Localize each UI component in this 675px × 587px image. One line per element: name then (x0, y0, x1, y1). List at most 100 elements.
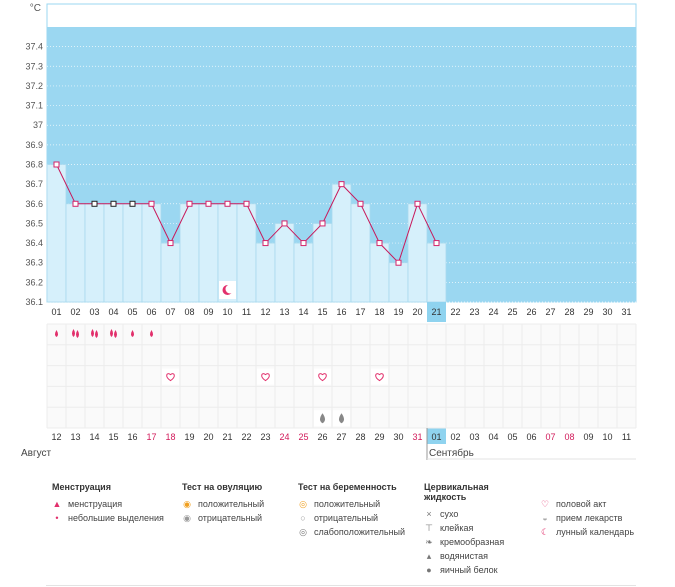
drop-small-icon: • (55, 513, 59, 523)
temperature-bar (255, 242, 276, 303)
temperature-bar (312, 223, 333, 303)
drop-heavy-icon: ▲ (52, 499, 62, 509)
legend-item-label: отрицательный (198, 513, 263, 523)
calendar-date-label: 15 (108, 432, 118, 442)
legend-column: Цервикальная жидкость × сухо ⊤ клейкая ❧ кремо… (424, 482, 504, 577)
temperature-point (357, 200, 364, 207)
calendar-date-label: 27 (336, 432, 346, 442)
y-tick-label: 37 (33, 120, 43, 130)
temperature-point (338, 181, 345, 188)
drop-heavy-icon (110, 329, 113, 337)
temperature-bar (84, 203, 105, 303)
temperature-point (414, 200, 421, 207)
temperature-point (148, 200, 155, 207)
temperature-point (186, 200, 193, 207)
drop-heavy-icon (114, 330, 117, 338)
calendar-date-label: 20 (203, 432, 213, 442)
y-tick-label: 36.4 (25, 238, 43, 248)
legend-item-label: сухо (440, 509, 459, 519)
temperature-bar (103, 203, 124, 303)
y-tick-label: 37.4 (25, 42, 43, 52)
heart-icon (318, 373, 327, 382)
legend-title: Цервикальная жидкость (424, 482, 489, 502)
temperature-point (205, 200, 212, 207)
y-tick-label: 37.3 (25, 61, 43, 71)
calendar-date-label: 07 (545, 432, 555, 442)
legend-item: ❧ кремообразная (424, 535, 504, 549)
egg-white-icon (339, 413, 344, 424)
pregnancy-negative-icon: ○ (300, 513, 306, 523)
y-tick-label: 37.1 (25, 101, 43, 111)
temperature-bar (65, 203, 86, 303)
temperature-point (395, 259, 402, 266)
legend-item-label: водянистая (440, 551, 489, 561)
calendar-date-label: 12 (51, 432, 61, 442)
temperature-bar (369, 242, 390, 303)
temperature-point (129, 200, 136, 207)
temperature-point (53, 161, 60, 168)
bbt-chart: 37.4 37.3 37.2 37.1 37 36.9 36.8 36.7 36.6 36.5 36… (21, 3, 637, 460)
temperature-bar (388, 262, 409, 303)
calendar-date-label: 06 (526, 432, 536, 442)
drop-heavy-icon (76, 330, 79, 338)
cycle-day-label: 18 (374, 307, 384, 317)
drop-small-icon (150, 330, 153, 337)
temperature-bar (122, 203, 143, 303)
calendar-date-label: 09 (583, 432, 593, 442)
drop-heavy-icon (72, 329, 75, 337)
y-tick-label: 36.6 (25, 199, 43, 209)
temperature-bar (198, 203, 219, 303)
moon-icon: ☾ (540, 527, 550, 537)
legend-item: ☾ лунный календарь (540, 525, 634, 539)
sticky-icon: ⊤ (425, 523, 433, 533)
cycle-day-label: 09 (203, 307, 213, 317)
legend-item: ◉ отрицательный (182, 511, 264, 525)
legend-item-label: менструация (68, 499, 123, 509)
calendar-date-label: 23 (260, 432, 270, 442)
legend-item: ◎ слабоположительный (298, 525, 405, 539)
cycle-day-label: 15 (317, 307, 327, 317)
drop-small-icon (55, 330, 58, 337)
y-tick-label: 36.2 (25, 277, 43, 287)
pregnancy-weak-icon: ◎ (299, 527, 307, 537)
calendar-date-label: 21 (222, 432, 232, 442)
temperature-point (262, 240, 269, 247)
legend-item-label: лунный календарь (556, 527, 635, 537)
cycle-day-label: 26 (526, 307, 536, 317)
legend-item-label: отрицательный (314, 513, 379, 523)
cycle-day-label: 07 (165, 307, 175, 317)
cycle-day-label: 22 (450, 307, 460, 317)
legend-item-label: кремообразная (440, 537, 505, 547)
legend-item: • небольшие выделения (52, 511, 163, 525)
calendar-date-label: 11 (622, 432, 631, 442)
month-label: Август (21, 448, 52, 459)
calendar-date-label: 25 (298, 432, 308, 442)
drop-heavy-icon (91, 329, 94, 337)
calendar-date-label: 04 (488, 432, 498, 442)
watery-icon: ▴ (426, 551, 432, 561)
legend-item-label: прием лекарств (556, 513, 623, 523)
cycle-day-label: 29 (583, 307, 593, 317)
legend-item-label: яичный белок (440, 565, 498, 575)
ovulation-negative-icon: ◉ (183, 513, 191, 523)
legend-item: ◒ прием лекарств (540, 511, 634, 525)
calendar-date-label: 05 (507, 432, 517, 442)
legend-divider (46, 585, 636, 586)
heart-icon (166, 373, 175, 382)
cycle-day-label: 04 (108, 307, 118, 317)
temperature-bar (160, 242, 181, 303)
legend-title: Тест на беременность (298, 482, 397, 492)
cycle-day-label: 27 (545, 307, 555, 317)
calendar-date-label: 26 (317, 432, 327, 442)
cycle-day-label: 25 (507, 307, 517, 317)
legend-item-label: слабоположительный (314, 527, 406, 537)
cycle-day-label: 11 (242, 307, 251, 317)
temperature-point (72, 200, 79, 207)
heart-cell (314, 368, 331, 385)
medication-icon: ◒ (542, 513, 548, 523)
y-tick-label: 36.3 (25, 258, 43, 268)
cycle-day-label: 24 (488, 307, 498, 317)
temperature-point (281, 220, 288, 227)
calendar-date-label: 16 (127, 432, 137, 442)
cycle-day-label: 31 (621, 307, 631, 317)
